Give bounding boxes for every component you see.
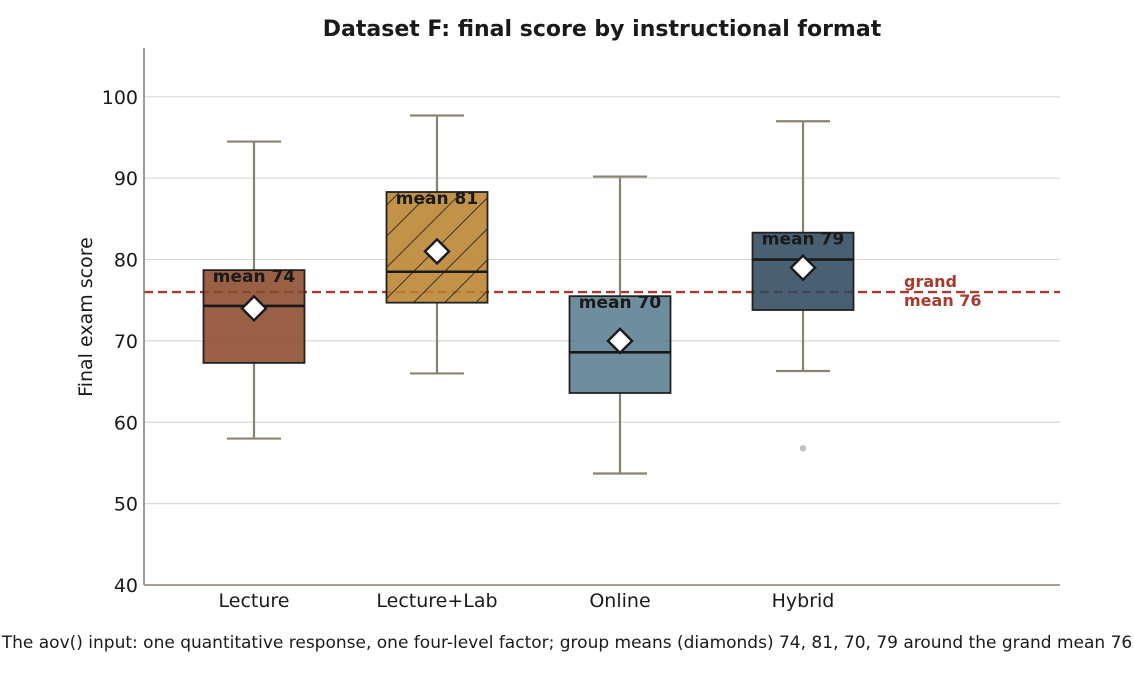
y-tick-label-100: 100 bbox=[102, 87, 138, 109]
mean-diamond-hybrid bbox=[789, 253, 817, 282]
grand-mean-label-line2: mean 76 bbox=[904, 291, 982, 310]
mean-diamond-lecture bbox=[240, 294, 268, 323]
mean-diamond-lecture-lab bbox=[423, 237, 451, 266]
mean-label-hybrid: mean 79 bbox=[762, 230, 844, 250]
mean-label-lecture: mean 74 bbox=[213, 267, 296, 287]
y-tick-label-80: 80 bbox=[114, 250, 138, 272]
box-outline-online bbox=[568, 295, 672, 394]
y-tick-label-60: 60 bbox=[114, 412, 138, 434]
boxes: mean 74 mean 81 mean 70 mean 79 bbox=[202, 114, 855, 475]
y-axis-label: Final exam score bbox=[75, 237, 97, 397]
grand-mean-label-line1: grand bbox=[904, 272, 957, 291]
y-tick-label-90: 90 bbox=[114, 168, 138, 190]
box-group-lecture-lab: mean 81 bbox=[385, 114, 489, 375]
chart-title: Dataset F: final score by instructional … bbox=[323, 17, 882, 42]
x-tick-label-hybrid: Hybrid bbox=[772, 590, 835, 612]
box-outline-lecture-lab bbox=[385, 191, 489, 304]
x-tick-label-lecture-lab: Lecture+Lab bbox=[376, 590, 497, 612]
x-tick-label-online: Online bbox=[589, 590, 650, 612]
x-tick-label-lecture: Lecture bbox=[219, 590, 290, 612]
figure-caption: The aov() input: one quantitative respon… bbox=[1, 633, 1133, 653]
axes: 40 50 60 70 80 90 100 Lecture Lecture+Lab Online H… bbox=[102, 48, 1060, 612]
box-outline-lecture bbox=[202, 269, 306, 364]
box-group-lecture: mean 74 bbox=[202, 140, 306, 440]
y-tick-label-40: 40 bbox=[114, 575, 138, 597]
box-group-online: mean 70 bbox=[568, 175, 672, 475]
box-group-hybrid: mean 79 bbox=[751, 120, 855, 452]
mean-label-online: mean 70 bbox=[579, 293, 662, 313]
mean-label-lecture-lab: mean 81 bbox=[396, 189, 478, 209]
y-tick-label-70: 70 bbox=[114, 331, 138, 353]
outlier-point-hybrid-0 bbox=[799, 445, 807, 452]
box-outline-hybrid bbox=[751, 231, 855, 311]
mean-diamond-online bbox=[606, 327, 634, 355]
y-tick-label-50: 50 bbox=[114, 494, 138, 516]
box-plot-chart: Dataset F: final score by instructional … bbox=[75, 17, 1060, 612]
